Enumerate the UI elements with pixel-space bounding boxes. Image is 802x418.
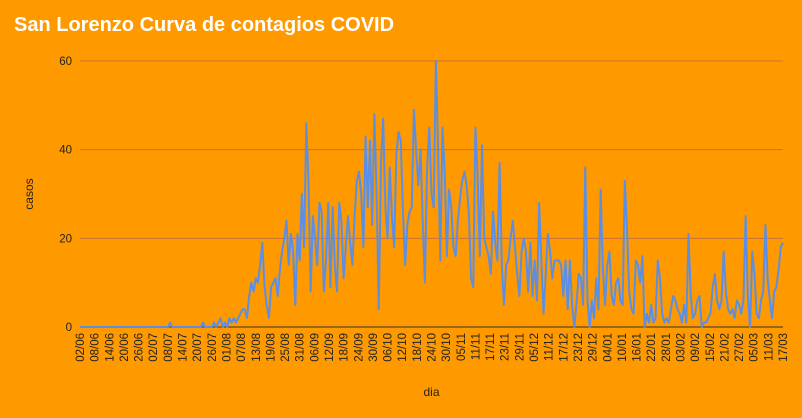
x-tick-label: 14/07 [178,333,190,362]
x-tick-label: 27/02 [734,333,746,362]
x-tick-label: 31/08 [295,333,307,362]
x-tick-label: 05/12 [529,333,541,362]
x-tick-label: 02/06 [75,333,87,362]
x-tick-label: 12/10 [397,333,409,362]
x-tick-label: 19/08 [265,333,277,362]
x-tick-labels: 02/06 08/06 14/06 20/06 26/06 02/07 08/07 14/07… [75,333,790,362]
x-tick-label: 23/11 [500,333,512,361]
x-tick-label: 24/10 [427,333,439,362]
x-tick-label: 03/02 [675,333,687,362]
x-tick-label: 14/06 [104,333,116,362]
x-tick-label: 20/07 [192,333,204,362]
x-tick-label: 12/09 [324,333,336,362]
x-tick-label: 30/09 [368,333,380,362]
x-tick-label: 18/09 [339,333,351,362]
x-tick-label: 24/09 [353,333,365,362]
x-tick-label: 23/12 [573,333,585,362]
x-tick-label: 30/10 [441,333,453,362]
x-tick-label: 11/12 [544,333,556,361]
x-tick-label: 15/02 [705,333,717,362]
x-tick-label: 10/01 [617,333,629,362]
x-tick-label: 01/08 [221,333,233,362]
x-tick-label: 16/01 [632,333,644,362]
x-tick-label: 22/01 [646,333,658,362]
x-tick-label: 17/03 [778,333,790,362]
x-tick-label: 26/07 [207,333,219,362]
x-tick-label: 06/09 [309,333,321,362]
x-tick-label: 13/08 [251,333,263,362]
y-axis-title: casos [22,178,36,209]
chart-title: San Lorenzo Curva de contagios COVID [14,14,395,36]
y-tick-label: 60 [59,56,72,68]
series-line [80,60,784,328]
x-tick-label: 07/08 [236,333,248,362]
x-tick-label: 28/01 [661,333,673,362]
y-tick-labels: 0 20 40 60 [59,56,72,334]
x-tick-label: 02/07 [148,333,160,362]
y-tick-label: 20 [59,233,72,245]
x-tick-label: 04/01 [602,333,614,362]
x-tick-label: 05/03 [749,333,761,362]
x-tick-label: 08/07 [163,333,175,362]
x-tick-label: 08/06 [90,333,102,362]
x-tick-label: 29/11 [514,333,526,361]
x-tick-label: 26/06 [134,333,146,362]
y-tick-label: 0 [66,322,72,334]
x-tick-label: 21/02 [719,333,731,362]
series-layer [80,60,784,328]
x-tick-label: 25/08 [280,333,292,362]
x-tick-label: 17/12 [558,333,570,362]
x-tick-label: 09/02 [690,333,702,362]
x-tick-label: 05/11 [456,333,468,361]
x-tick-label: 11/03 [763,333,775,361]
y-tick-label: 40 [59,145,72,157]
x-tick-label: 29/12 [588,333,600,362]
x-tick-label: 11/11 [470,333,482,360]
x-tick-label: 06/10 [383,333,395,362]
x-tick-label: 18/10 [412,333,424,362]
x-tick-label: 17/11 [485,333,497,361]
x-tick-label: 20/06 [119,333,131,362]
x-axis-title: dia [423,385,439,399]
